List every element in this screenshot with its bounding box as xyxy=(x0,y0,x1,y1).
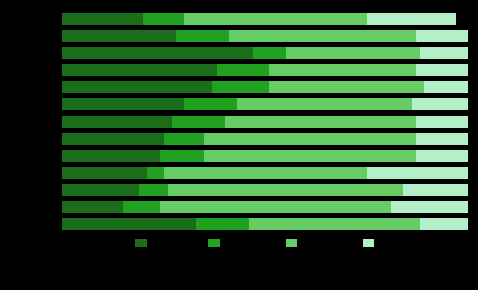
Bar xyxy=(147,167,163,179)
Bar xyxy=(62,201,123,213)
Bar xyxy=(424,81,468,93)
Bar xyxy=(62,98,184,110)
Bar xyxy=(168,184,403,196)
Bar xyxy=(270,81,424,93)
Bar xyxy=(184,98,237,110)
Bar xyxy=(237,98,412,110)
Bar xyxy=(391,201,468,213)
Bar xyxy=(416,150,468,162)
Bar xyxy=(205,133,416,145)
Bar xyxy=(62,64,217,76)
Bar xyxy=(62,47,253,59)
Bar xyxy=(140,184,168,196)
Bar xyxy=(62,150,160,162)
Bar xyxy=(208,239,220,247)
Bar xyxy=(412,98,468,110)
Bar xyxy=(253,47,286,59)
Bar xyxy=(249,218,420,230)
Bar xyxy=(416,64,468,76)
Bar xyxy=(196,218,249,230)
Bar xyxy=(160,201,391,213)
Bar xyxy=(416,133,468,145)
Bar xyxy=(143,13,184,25)
Bar xyxy=(172,115,225,128)
Bar xyxy=(62,13,143,25)
Bar xyxy=(62,30,176,42)
Bar xyxy=(367,13,456,25)
Bar xyxy=(205,150,416,162)
Bar xyxy=(217,64,270,76)
Bar xyxy=(123,201,160,213)
Bar xyxy=(270,64,416,76)
Bar xyxy=(286,239,297,247)
Bar xyxy=(62,167,147,179)
Bar xyxy=(160,150,205,162)
Bar xyxy=(163,133,205,145)
Bar xyxy=(367,167,468,179)
Bar xyxy=(62,218,196,230)
Bar xyxy=(416,115,468,128)
Bar xyxy=(62,184,140,196)
Bar xyxy=(135,239,147,247)
Bar xyxy=(228,30,416,42)
Bar xyxy=(212,81,270,93)
Bar xyxy=(420,47,468,59)
Bar xyxy=(416,30,468,42)
Bar xyxy=(286,47,420,59)
Bar xyxy=(225,115,416,128)
Bar xyxy=(62,81,212,93)
Bar xyxy=(62,133,163,145)
Bar xyxy=(420,218,468,230)
Bar xyxy=(163,167,367,179)
Bar xyxy=(403,184,468,196)
Bar xyxy=(184,13,367,25)
Bar xyxy=(62,115,172,128)
Bar xyxy=(176,30,228,42)
Bar xyxy=(363,239,374,247)
